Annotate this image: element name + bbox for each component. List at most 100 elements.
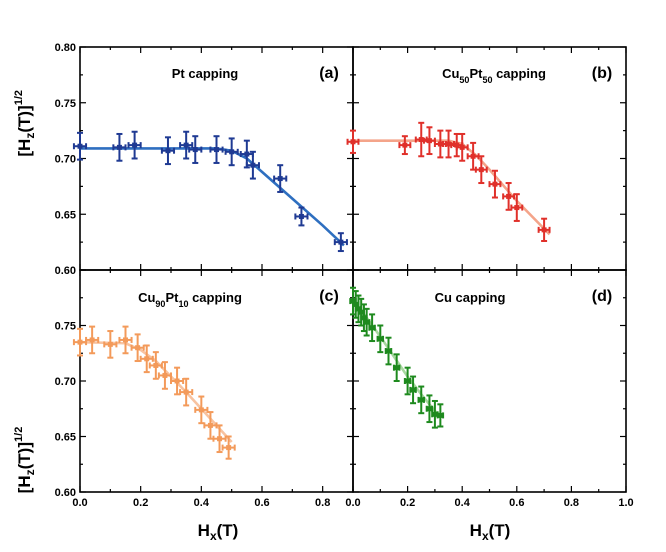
- data-point: [157, 361, 172, 390]
- x-tick-label: 0.6: [254, 497, 269, 509]
- data-marker: [437, 141, 443, 147]
- data-marker: [226, 445, 232, 451]
- data-point: [72, 327, 88, 357]
- x-tick-label: 0.6: [509, 497, 524, 509]
- x-tick-label: 1.0: [618, 497, 633, 509]
- data-point: [148, 351, 163, 380]
- data-point: [203, 411, 218, 440]
- data-point: [422, 126, 436, 156]
- data-point: [425, 394, 434, 424]
- panels: 0.80 0.75 0.70 0.65 0.60 (a) Pt capping (b) Cu50…: [55, 42, 634, 509]
- fit-line: [353, 139, 551, 236]
- data-marker: [385, 348, 391, 354]
- data-point: [409, 375, 417, 405]
- x-tick-label: 0.2: [400, 497, 415, 509]
- y-axis-title-top: [Hz(T)]1/2: [13, 90, 37, 157]
- data-marker: [144, 356, 150, 362]
- data-point: [455, 132, 469, 162]
- data-point: [488, 169, 502, 199]
- data-marker: [459, 144, 465, 150]
- data-point: [85, 325, 100, 355]
- data-point: [333, 232, 348, 253]
- panel-tag: (c): [319, 288, 339, 305]
- x-tick-label: 0.2: [133, 497, 148, 509]
- data-marker: [446, 141, 452, 147]
- x-tick-label: 0.8: [564, 497, 579, 509]
- data-marker: [116, 144, 122, 150]
- data-point: [376, 324, 385, 354]
- data-marker: [364, 319, 370, 325]
- y-tick-label: 0.60: [55, 265, 76, 277]
- data-point: [224, 137, 239, 167]
- data-point: [170, 366, 185, 396]
- x-tick-label: 0.4: [194, 497, 210, 509]
- x-tick-label: 0.8: [315, 497, 330, 509]
- x-tick-label: 0.0: [72, 497, 87, 509]
- y-tick-label: 0.65: [55, 209, 76, 221]
- panel-title: Cu90Pt10 capping: [138, 290, 242, 309]
- data-point: [510, 193, 524, 222]
- data-marker: [394, 365, 400, 371]
- data-point: [392, 353, 401, 382]
- data-marker: [426, 406, 432, 412]
- y-tick-label: 0.80: [55, 42, 76, 54]
- panel-tag: (a): [319, 65, 339, 82]
- data-point: [212, 424, 227, 454]
- x-axis-title-left: Hx(T): [198, 521, 239, 543]
- y-tick-label: 0.75: [55, 98, 76, 110]
- data-point: [112, 132, 127, 162]
- data-point: [273, 164, 288, 193]
- data-point: [188, 135, 203, 164]
- data-point: [346, 129, 360, 154]
- data-marker: [277, 176, 283, 182]
- data-point: [403, 366, 412, 396]
- y-tick-label: 0.65: [55, 432, 76, 444]
- data-marker: [353, 301, 359, 307]
- data-point: [160, 136, 176, 166]
- data-marker: [369, 325, 375, 331]
- data-marker: [192, 147, 198, 153]
- data-point: [127, 130, 142, 160]
- data-marker: [77, 339, 83, 345]
- y-tick-label: 0.75: [55, 321, 76, 333]
- data-marker: [165, 148, 171, 154]
- data-marker: [402, 142, 408, 148]
- data-marker: [541, 227, 547, 233]
- data-point: [417, 385, 425, 415]
- data-marker: [410, 387, 416, 393]
- data-marker: [132, 142, 138, 148]
- data-marker: [298, 213, 304, 219]
- data-marker: [77, 143, 83, 149]
- data-marker: [492, 181, 498, 187]
- panel-tag: (d): [592, 288, 612, 305]
- data-point: [398, 135, 412, 156]
- panel-title: Cu capping: [435, 290, 506, 305]
- data-marker: [214, 147, 219, 153]
- data-marker: [358, 309, 364, 315]
- data-point: [442, 129, 456, 159]
- data-point: [537, 217, 551, 243]
- data-marker: [162, 372, 168, 378]
- data-point: [118, 325, 133, 355]
- data-point: [72, 131, 88, 161]
- x-tick-label: 0.0: [345, 497, 360, 509]
- panel-c: 0.75 0.70 0.65 0.600.0 0.2 0.4 0.6 0.8 (c) Cu90Pt…: [55, 269, 354, 509]
- data-marker: [350, 139, 356, 145]
- data-point: [179, 377, 194, 407]
- data-marker: [207, 422, 213, 428]
- data-point: [139, 344, 154, 374]
- y-tick-label: 0.70: [55, 154, 76, 166]
- panel-title: Cu50Pt50 capping: [442, 66, 546, 85]
- data-marker: [107, 341, 113, 347]
- data-marker: [183, 142, 189, 148]
- panel-a: 0.80 0.75 0.70 0.65 0.60 (a) Pt capping: [55, 42, 354, 277]
- data-point: [384, 336, 393, 366]
- data-marker: [350, 298, 356, 304]
- data-point: [436, 403, 445, 428]
- data-marker: [514, 205, 520, 211]
- data-marker: [418, 397, 424, 403]
- panel-d: 0.0 0.2 0.4 0.6 0.8 1.0 (d) Cu capping: [345, 269, 634, 509]
- data-marker: [217, 436, 223, 442]
- data-point: [502, 182, 516, 211]
